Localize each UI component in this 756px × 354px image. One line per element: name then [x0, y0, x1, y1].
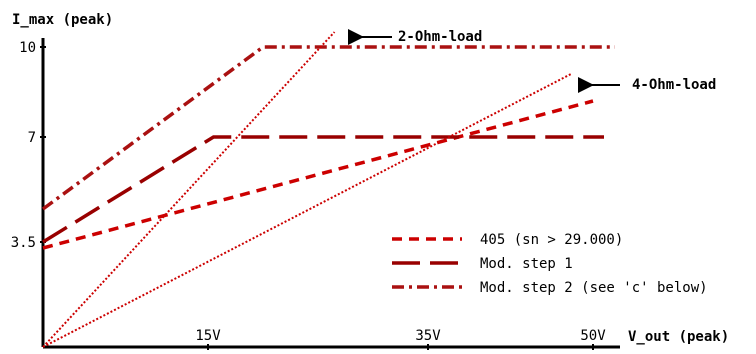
y-tick-label: 7 [28, 130, 36, 146]
x-tick-label: 15V [195, 328, 221, 344]
y-tick-label: 10 [19, 40, 36, 56]
legend-entry: 405 (sn > 29.000) [480, 232, 623, 248]
series-line-3 [41, 45, 615, 211]
series-group [41, 45, 615, 250]
x-axis-label: V_out (peak) [628, 329, 729, 345]
annotation-4ohm-load: 4-Ohm-load [632, 77, 716, 93]
annotation-2ohm-load: 2-Ohm-load [398, 29, 482, 45]
x-tick-label: 50V [580, 328, 606, 344]
load-line-1 [42, 31, 336, 348]
series-line-1 [42, 99, 594, 250]
y-axis-label: I_max (peak) [12, 12, 113, 28]
x-tick-label: 35V [415, 328, 441, 344]
legend-entry: Mod. step 2 (see 'c' below) [480, 280, 708, 296]
legend-entry: Mod. step 1 [480, 256, 573, 272]
y-tick-label: 3.5 [11, 235, 36, 251]
legend: 405 (sn > 29.000) Mod. step 1 Mod. step 2 … [392, 232, 708, 296]
x-ticks: 15V 35V 50V [195, 328, 606, 350]
series-line-2 [42, 135, 604, 244]
load-line-2 [42, 73, 572, 348]
load-lines [42, 31, 572, 348]
y-ticks: 3.5 7 10 [11, 40, 46, 251]
